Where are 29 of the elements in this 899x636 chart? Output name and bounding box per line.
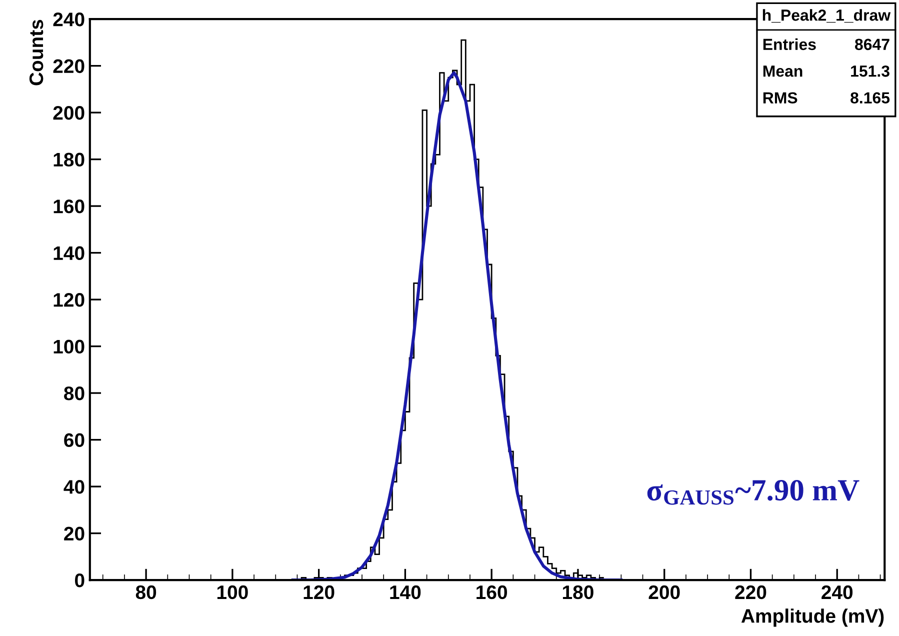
y-tick-label: 40 [64, 480, 84, 494]
x-tick-label: 120 [304, 585, 334, 600]
x-tick-label: 100 [217, 585, 248, 600]
y-tick-label: 180 [54, 152, 84, 167]
x-tick-label: 220 [735, 585, 766, 600]
y-tick-label: 220 [53, 59, 84, 74]
text: Mean 151.3 [763, 65, 890, 77]
x-tick-label: 80 [136, 585, 156, 600]
x-tick-label: 140 [390, 585, 421, 600]
y-tick-label: 120 [54, 293, 84, 307]
annotation: σ$_{GAUSS}$~7.90 mV [647, 480, 860, 505]
y-tick-label: 200 [53, 106, 84, 120]
y-tick-label: 240 [53, 12, 84, 26]
y-tick-label: 0 [74, 574, 84, 588]
y-tick-label: 160 [54, 200, 84, 214]
x-tick-label: 240 [822, 585, 853, 600]
x-tick-label: 180 [562, 585, 594, 600]
x-tick-label: 160 [476, 585, 508, 600]
x-tick-label: 200 [648, 585, 680, 600]
annotation: h_Peak2_1_draw [762, 9, 891, 23]
text: RMS 8.165 [763, 92, 890, 104]
y-tick-label: 140 [54, 246, 84, 260]
x-axis-title: Amplitude (mV) [741, 608, 884, 627]
y-axis-title: Counts [29, 20, 44, 86]
y-tick-label: 80 [64, 386, 84, 400]
y-tick-label: 20 [64, 526, 84, 541]
y-tick-label: 100 [54, 340, 84, 354]
y-tick-label: 60 [64, 433, 84, 448]
text: Entries 8647 [763, 38, 890, 50]
